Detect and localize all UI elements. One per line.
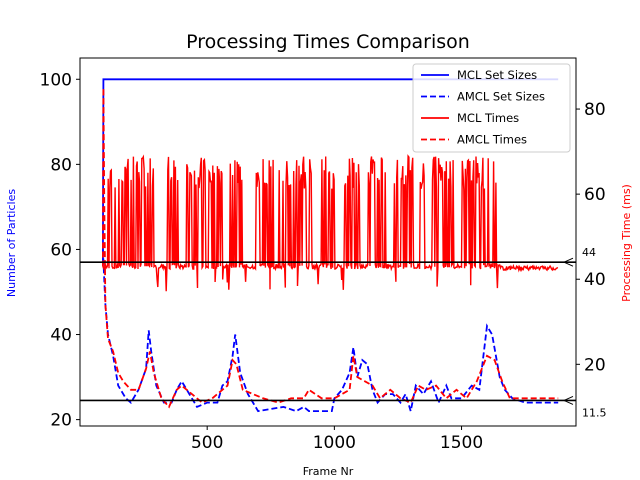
x-tick-label: 1000	[313, 433, 356, 453]
x-tick-label: 500	[191, 433, 223, 453]
series-amcl-times	[102, 87, 559, 409]
y-tick-left-label: 60	[50, 240, 72, 260]
ticks: 500 1000 1500 20 40 60 80 100 20 40 60 80	[40, 70, 606, 453]
legend-label: MCL Set Sizes	[457, 68, 537, 82]
annotation-label: 11.5	[582, 406, 607, 419]
y-tick-left-label: 20	[50, 411, 72, 431]
annotation-arrow	[563, 257, 574, 267]
plot-area	[102, 78, 559, 413]
series-amcl-set-sizes	[102, 249, 559, 413]
annotation-arrow	[563, 396, 574, 405]
legend-label: MCL Times	[457, 111, 519, 125]
x-tick-label: 1500	[440, 433, 483, 453]
y-tick-right-label: 80	[584, 100, 606, 120]
y-axis-label-left: Number of Particles	[5, 189, 18, 297]
y-tick-right-label: 20	[584, 355, 606, 375]
y-tick-right-label: 40	[584, 270, 606, 290]
chart-title: Processing Times Comparison	[186, 31, 470, 53]
x-axis-label: Frame Nr	[303, 465, 354, 478]
legend: MCL Set Sizes AMCL Set Sizes MCL Times AMCL…	[412, 63, 571, 153]
legend-box	[412, 63, 571, 153]
y-axis-label-right: Processing Time (ms)	[620, 184, 633, 302]
y-tick-left-label: 40	[50, 326, 72, 346]
annotations: 44 11.5	[80, 246, 607, 419]
series-mcl-set-sizes	[102, 78, 559, 267]
axes-frame	[79, 57, 577, 427]
legend-label: AMCL Set Sizes	[457, 90, 545, 104]
y-tick-left-label: 80	[50, 155, 72, 175]
y-tick-left-label: 100	[40, 70, 72, 90]
y-tick-right-label: 60	[584, 185, 606, 205]
legend-label: AMCL Times	[457, 133, 527, 147]
annotation-label: 44	[582, 246, 596, 259]
series-mcl-times	[102, 154, 559, 292]
